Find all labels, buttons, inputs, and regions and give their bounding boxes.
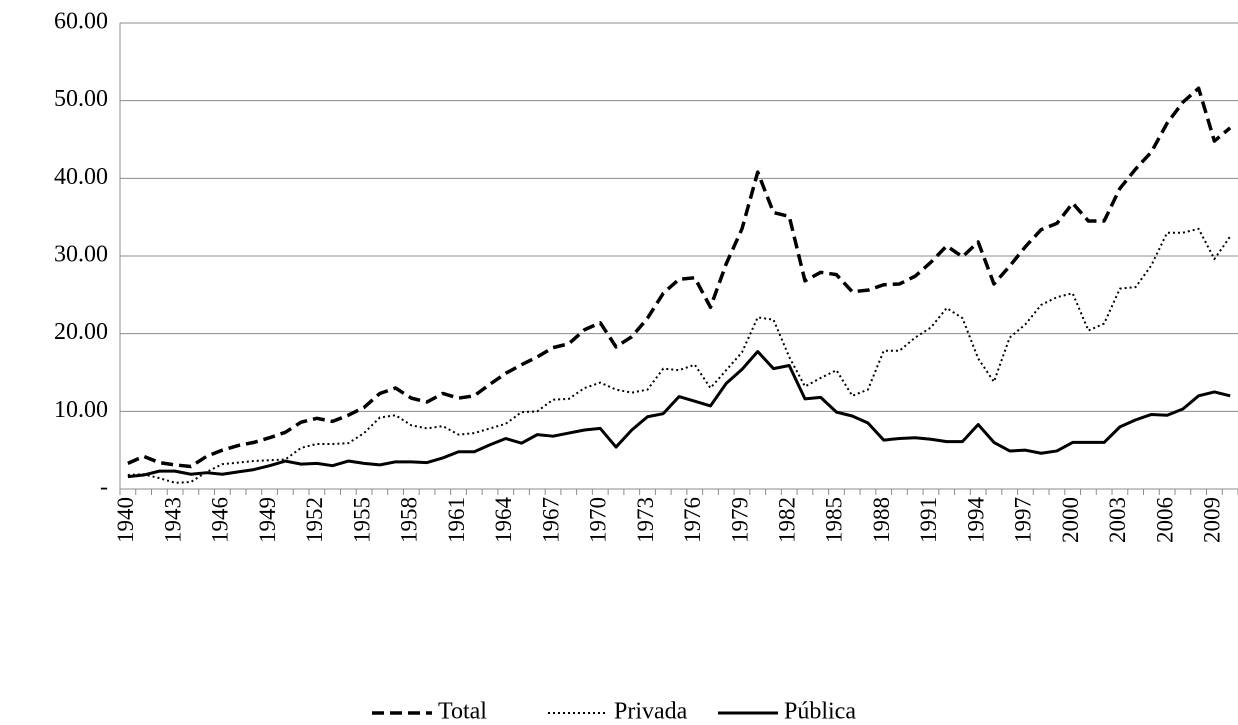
x-tick-label: 1994 (963, 497, 988, 544)
y-tick-label: 40.00 (54, 164, 108, 190)
x-tick-label: 1976 (680, 497, 705, 543)
x-tick-label: 1940 (113, 497, 138, 543)
x-tick-label: 1943 (160, 497, 185, 543)
x-tick-label: 1982 (775, 497, 800, 543)
x-tick-label: 1964 (491, 496, 516, 543)
x-tick-label: 1973 (633, 497, 658, 543)
x-tick-label: 1961 (444, 497, 469, 543)
x-tick-label: 1955 (349, 497, 374, 543)
x-tick-label: 2006 (1152, 497, 1177, 543)
y-tick-label: - (100, 475, 108, 501)
series-line (127, 86, 1232, 469)
x-tick-label: 2009 (1200, 497, 1225, 543)
legend-label: Total (438, 699, 487, 725)
y-tick-label: 20.00 (54, 319, 108, 345)
x-tick-label: 1949 (255, 497, 280, 543)
x-tick-label: 1991 (916, 497, 941, 543)
x-tick-label: 1970 (586, 497, 611, 543)
x-tick-label: 1958 (397, 497, 422, 543)
series-line (127, 350, 1231, 479)
x-tick-label: 1997 (1011, 497, 1036, 543)
x-tick-label: 1946 (208, 497, 233, 543)
legend-label: Privada (614, 699, 688, 725)
legend-label: Pública (784, 699, 856, 725)
x-tick-label: 1988 (869, 497, 894, 543)
y-tick-label: 60.00 (54, 9, 108, 35)
x-tick-label: 2000 (1058, 497, 1083, 543)
y-tick-label: 30.00 (54, 242, 108, 268)
y-tick-label: 10.00 (54, 397, 108, 423)
x-tick-label: 1985 (822, 497, 847, 543)
x-tick-label: 1967 (538, 497, 563, 543)
x-tick-label: 1952 (302, 497, 327, 543)
series-line (127, 227, 1231, 484)
y-tick-label: 50.00 (54, 86, 108, 112)
x-tick-label: 1979 (727, 497, 752, 543)
x-tick-label: 2003 (1105, 497, 1130, 543)
